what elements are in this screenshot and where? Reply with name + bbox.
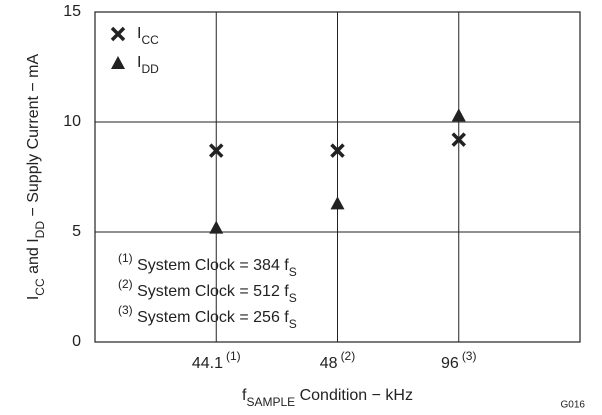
text-part: System Clock = 256 f [133, 309, 290, 326]
data-point [209, 143, 224, 158]
data-point [330, 196, 345, 210]
y-tick-label: 0 [72, 333, 81, 350]
category-note: (2) [341, 349, 356, 363]
superscript: (2) [118, 277, 133, 291]
x-tick-label: 96 (3) [441, 349, 476, 372]
y-tick-label: 5 [72, 223, 81, 240]
annotation: (1) System Clock = 384 fS [118, 251, 297, 279]
text-part: System Clock = 384 f [133, 257, 290, 274]
category: 48 [320, 355, 338, 372]
data-point [330, 143, 345, 158]
text-part: I [25, 296, 42, 300]
data-point [451, 132, 466, 147]
superscript: (1) [118, 251, 133, 265]
annotation: (2) System Clock = 512 fS [118, 277, 297, 305]
legend-name: I [137, 54, 141, 71]
subscript: S [289, 265, 297, 279]
text-part: f [242, 387, 247, 404]
annotation: (3) System Clock = 256 fS [118, 303, 297, 331]
legend-marker [110, 26, 126, 42]
y-axis-label: ICC and IDD − Supply Current − mA [25, 53, 47, 300]
figure-id: G016 [561, 400, 586, 411]
subscript: S [289, 317, 297, 331]
subscript: SAMPLE [246, 395, 295, 409]
subscript: DD [33, 221, 47, 239]
x-tick-label: 44.1 (1) [192, 349, 241, 372]
legend-label: ICC [137, 25, 159, 47]
category-note: (3) [462, 349, 477, 363]
text-part: Condition − kHz [295, 387, 413, 404]
text-part: and I [25, 238, 42, 278]
superscript: (3) [118, 303, 133, 317]
legend-name: I [137, 25, 141, 42]
x-axis-label: fSAMPLE Condition − kHz [242, 387, 413, 409]
legend-marker [111, 56, 125, 69]
y-tick-label: 10 [63, 113, 81, 130]
subscript: CC [33, 278, 47, 296]
category: 96 [441, 355, 459, 372]
y-tick-label: 15 [63, 3, 81, 20]
data-point [451, 108, 466, 122]
legend-subscript: CC [141, 33, 159, 47]
legend-label: IDD [137, 54, 159, 76]
subscript: S [289, 291, 297, 305]
data-point [209, 220, 224, 234]
category-note: (1) [226, 349, 241, 363]
x-tick-label: 48 (2) [320, 349, 355, 372]
text-part: System Clock = 512 f [133, 283, 290, 300]
text-part: − Supply Current − mA [25, 53, 42, 221]
category: 44.1 [192, 355, 223, 372]
legend-subscript: DD [141, 62, 159, 76]
